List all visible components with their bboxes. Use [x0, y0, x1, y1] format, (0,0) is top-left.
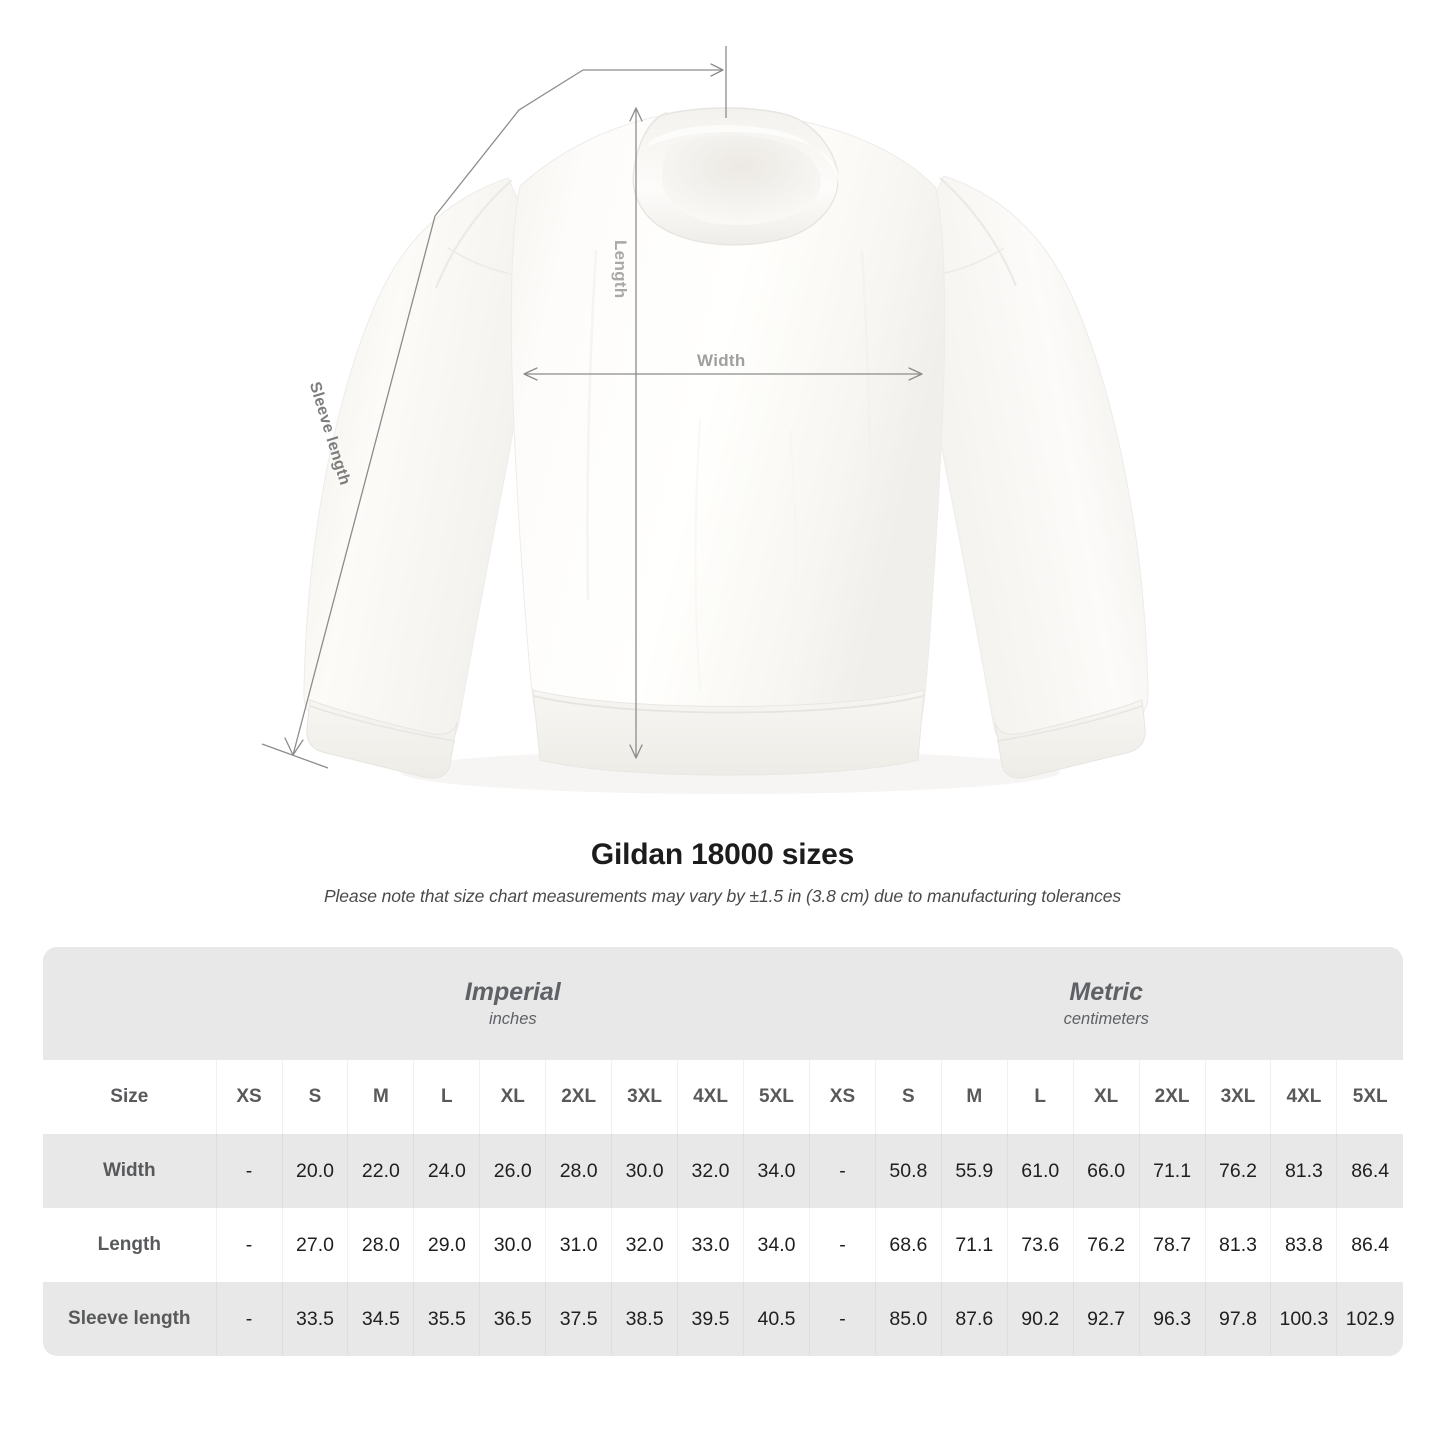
cell-length-metric-m: 71.1	[940, 1208, 1008, 1282]
cell-sleeve-imperial-xs: -	[215, 1282, 283, 1356]
cell-sleeve-imperial-m: 34.5	[347, 1282, 414, 1356]
metric-unit-name: Metric	[1069, 977, 1144, 1006]
cell-sleeve-imperial-3xl: 38.5	[611, 1282, 678, 1356]
cell-length-metric-4xl: 83.8	[1270, 1208, 1337, 1282]
cell-length-metric-2xl: 78.7	[1138, 1208, 1206, 1282]
cell-sleeve-metric-2xl: 96.3	[1138, 1282, 1206, 1356]
unit-header-spacer	[43, 947, 217, 1060]
cell-length-imperial-3xl: 32.0	[611, 1208, 678, 1282]
cell-width-imperial-5xl: 34.0	[742, 1134, 810, 1208]
cell-width-metric-s: 50.8	[874, 1134, 942, 1208]
size-header-metric-4xl: 4XL	[1270, 1060, 1337, 1134]
cell-length-imperial-s: 27.0	[281, 1208, 348, 1282]
cell-length-imperial-5xl: 34.0	[742, 1208, 810, 1282]
cell-sleeve-metric-l: 90.2	[1006, 1282, 1074, 1356]
imperial-unit-name: Imperial	[464, 977, 561, 1006]
cell-width-imperial-3xl: 30.0	[611, 1134, 678, 1208]
page-title: Gildan 18000 sizes	[590, 838, 855, 871]
width-dimension-label: Width	[697, 351, 746, 370]
cell-width-imperial-xs: -	[215, 1134, 283, 1208]
cell-sleeve-imperial-s: 33.5	[281, 1282, 348, 1356]
cell-sleeve-metric-3xl: 97.8	[1204, 1282, 1271, 1356]
size-column-header: Size	[43, 1060, 217, 1134]
cell-sleeve-imperial-4xl: 39.5	[677, 1282, 744, 1356]
cell-sleeve-metric-4xl: 100.3	[1270, 1282, 1337, 1356]
size-header-imperial-4xl: 4XL	[677, 1060, 744, 1134]
cell-length-metric-l: 73.6	[1006, 1208, 1074, 1282]
cell-length-imperial-l: 29.0	[413, 1208, 480, 1282]
cell-width-imperial-l: 24.0	[413, 1134, 480, 1208]
size-header-metric-l: L	[1006, 1060, 1074, 1134]
cell-width-metric-2xl: 71.1	[1138, 1134, 1206, 1208]
size-header-metric-3xl: 3XL	[1204, 1060, 1271, 1134]
size-chart-table: Imperial inches Metric centimeters Size …	[43, 947, 1403, 1356]
size-header-metric-m: M	[940, 1060, 1008, 1134]
cell-sleeve-imperial-l: 35.5	[413, 1282, 480, 1356]
cell-width-metric-5xl: 86.4	[1336, 1134, 1403, 1208]
cell-length-metric-s: 68.6	[874, 1208, 942, 1282]
cell-sleeve-imperial-5xl: 40.5	[742, 1282, 810, 1356]
cell-length-imperial-4xl: 33.0	[677, 1208, 744, 1282]
size-header-row: Size XS S M L XL 2XL 3XL 4XL 5XL XS S M …	[43, 1060, 1403, 1134]
size-header-imperial-s: S	[281, 1060, 348, 1134]
cell-length-metric-3xl: 81.3	[1204, 1208, 1271, 1282]
cell-length-metric-xs: -	[809, 1208, 876, 1282]
row-label-sleeve-length: Sleeve length	[43, 1282, 217, 1356]
cell-sleeve-metric-s: 85.0	[874, 1282, 942, 1356]
cell-length-imperial-xs: -	[215, 1208, 283, 1282]
cell-width-metric-m: 55.9	[940, 1134, 1008, 1208]
dimension-lines	[261, 46, 923, 769]
cell-width-imperial-4xl: 32.0	[677, 1134, 744, 1208]
cell-width-metric-xl: 66.0	[1072, 1134, 1140, 1208]
cell-width-imperial-xl: 26.0	[479, 1134, 546, 1208]
imperial-unit-sub: inches	[488, 1010, 537, 1029]
cell-width-metric-l: 61.0	[1006, 1134, 1074, 1208]
cell-length-imperial-m: 28.0	[347, 1208, 414, 1282]
size-header-imperial-3xl: 3XL	[611, 1060, 678, 1134]
title-block: Gildan 18000 sizes Please note that size…	[0, 838, 1445, 907]
length-dimension-label: Length	[611, 240, 630, 299]
cell-length-metric-5xl: 86.4	[1336, 1208, 1403, 1282]
size-header-metric-2xl: 2XL	[1138, 1060, 1206, 1134]
table-row: Length - 27.0 28.0 29.0 30.0 31.0 32.0 3…	[43, 1208, 1403, 1282]
metric-unit-sub: centimeters	[1063, 1010, 1149, 1029]
size-header-imperial-5xl: 5XL	[742, 1060, 810, 1134]
size-header-metric-s: S	[874, 1060, 942, 1134]
cell-width-metric-xs: -	[809, 1134, 876, 1208]
sweatshirt-diagram	[261, 46, 1149, 794]
size-header-imperial-xl: XL	[479, 1060, 546, 1134]
size-header-metric-xs: XS	[809, 1060, 876, 1134]
cell-length-imperial-2xl: 31.0	[545, 1208, 612, 1282]
cell-sleeve-metric-xl: 92.7	[1072, 1282, 1140, 1356]
imperial-unit-header: Imperial inches	[216, 947, 810, 1060]
size-header-imperial-xs: XS	[215, 1060, 283, 1134]
size-header-metric-5xl: 5XL	[1336, 1060, 1403, 1134]
cell-sleeve-imperial-2xl: 37.5	[545, 1282, 612, 1356]
cell-width-imperial-s: 20.0	[281, 1134, 348, 1208]
size-header-metric-xl: XL	[1072, 1060, 1140, 1134]
cell-width-imperial-2xl: 28.0	[545, 1134, 612, 1208]
tolerance-note: Please note that size chart measurements…	[323, 886, 1122, 906]
size-header-imperial-l: L	[413, 1060, 480, 1134]
size-header-imperial-m: M	[347, 1060, 414, 1134]
cell-sleeve-metric-xs: -	[809, 1282, 876, 1356]
row-label-width: Width	[43, 1134, 217, 1208]
cell-sleeve-metric-m: 87.6	[940, 1282, 1008, 1356]
garment-illustration: Length Width Sleeve length	[261, 46, 1149, 794]
size-header-imperial-2xl: 2XL	[545, 1060, 612, 1134]
cell-width-imperial-m: 22.0	[347, 1134, 414, 1208]
cell-sleeve-imperial-xl: 36.5	[479, 1282, 546, 1356]
metric-unit-header: Metric centimeters	[809, 947, 1403, 1060]
cell-sleeve-metric-5xl: 102.9	[1336, 1282, 1403, 1356]
table-row: Sleeve length - 33.5 34.5 35.5 36.5 37.5…	[43, 1282, 1403, 1356]
table-row: Width - 20.0 22.0 24.0 26.0 28.0 30.0 32…	[43, 1134, 1403, 1208]
cell-width-metric-3xl: 76.2	[1204, 1134, 1271, 1208]
cell-length-metric-xl: 76.2	[1072, 1208, 1140, 1282]
row-label-length: Length	[43, 1208, 217, 1282]
size-chart-table-wrapper: Imperial inches Metric centimeters Size …	[43, 947, 1403, 1356]
unit-header-row: Imperial inches Metric centimeters	[43, 947, 1403, 1060]
cell-width-metric-4xl: 81.3	[1270, 1134, 1337, 1208]
cell-length-imperial-xl: 30.0	[479, 1208, 546, 1282]
